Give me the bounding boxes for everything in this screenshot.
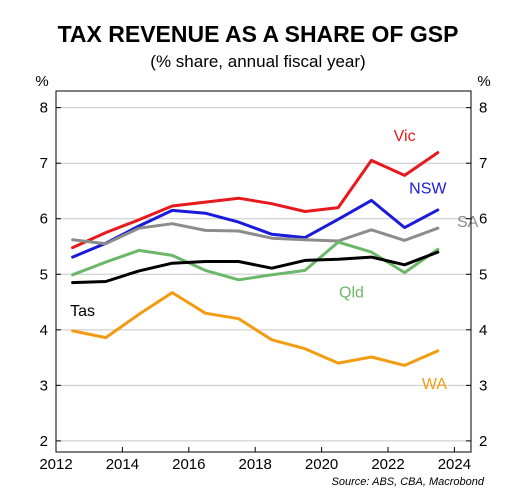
y-axis-right-ticks: 2 3 4 5 6 7 8 <box>466 100 487 450</box>
series-line-nsw <box>71 198 440 259</box>
y-unit-right: % <box>477 73 490 90</box>
plot-frame <box>55 90 472 453</box>
chart-source: Source: ABS, CBA, Macrobond <box>332 476 485 488</box>
series-label-nsw: NSW <box>409 181 447 198</box>
x-tick-label: 2012 <box>39 456 72 473</box>
series-line-wa <box>71 291 440 367</box>
y-tick-label-right: 5 <box>479 266 487 283</box>
y-axis-left-ticks: 2 3 4 5 6 7 8 <box>40 100 61 450</box>
x-tick-label: 2014 <box>106 456 139 473</box>
series-line-sa <box>71 222 440 246</box>
x-tick-label: 2020 <box>305 456 338 473</box>
y-tick-label-left: 4 <box>40 322 48 339</box>
series-label-tas: Tas <box>70 303 95 320</box>
y-tick-label-left: 3 <box>40 377 48 394</box>
series-label-sa: SA <box>457 214 479 231</box>
chart-subtitle: (% share, annual fiscal year) <box>150 52 365 71</box>
x-axis-ticks: 2012 2014 2016 2018 2020 2022 2024 <box>39 447 471 473</box>
y-tick-label-right: 8 <box>479 100 487 117</box>
y-tick-label-left: 5 <box>40 266 48 283</box>
y-tick-label-left: 6 <box>40 211 48 228</box>
y-tick-label-right: 2 <box>479 433 487 450</box>
y-unit-left: % <box>35 73 48 90</box>
y-tick-label-right: 7 <box>479 155 487 172</box>
y-tick-label-right: 6 <box>479 211 487 228</box>
y-tick-label-left: 8 <box>40 100 48 117</box>
x-tick-label: 2016 <box>172 456 205 473</box>
series-line-tas <box>71 250 440 285</box>
x-tick-label: 2022 <box>371 456 404 473</box>
series-label-wa: WA <box>422 376 448 393</box>
y-tick-label-right: 4 <box>479 322 487 339</box>
series-label-qld: Qld <box>339 285 364 302</box>
y-tick-label-left: 2 <box>40 433 48 450</box>
x-tick-label: 2018 <box>239 456 272 473</box>
series-lines <box>71 151 440 367</box>
series-label-vic: Vic <box>394 128 416 145</box>
series-line-vic <box>71 151 440 250</box>
y-tick-label-right: 3 <box>479 377 487 394</box>
y-tick-label-left: 7 <box>40 155 48 172</box>
gridlines <box>56 107 471 442</box>
series-line-qld <box>71 240 440 282</box>
series-labels: Vic NSW SA Qld Tas WA <box>70 128 479 393</box>
x-tick-label: 2024 <box>438 456 471 473</box>
chart-title: TAX REVENUE AS A SHARE OF GSP <box>58 21 459 47</box>
